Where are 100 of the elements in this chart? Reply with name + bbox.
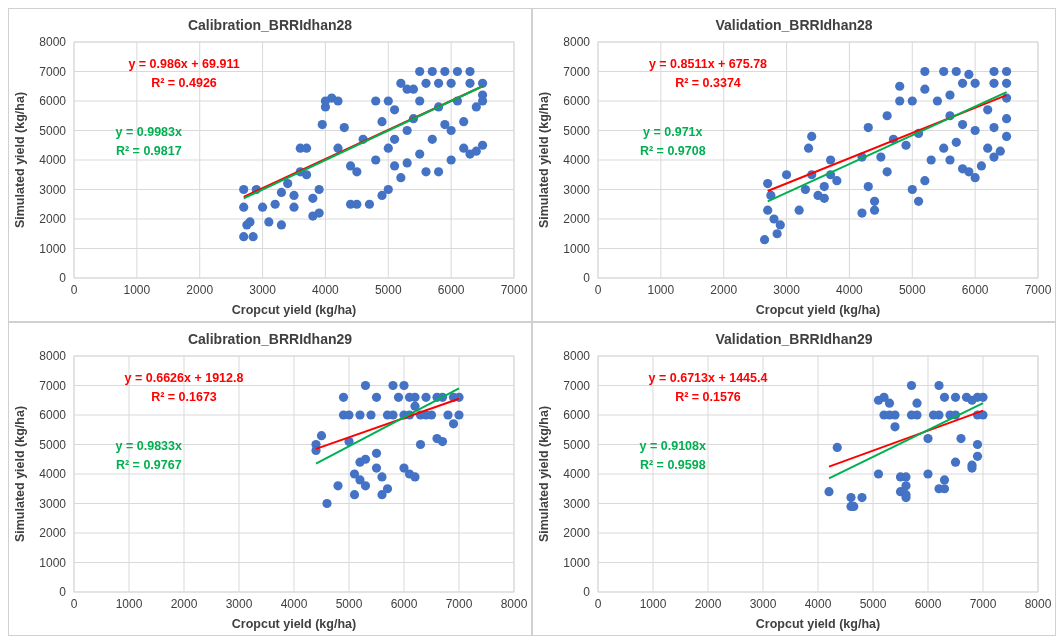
x-tick-label: 1000 (115, 597, 143, 611)
point (890, 422, 900, 432)
point (360, 481, 371, 491)
x-tick-label: 3000 (225, 597, 253, 611)
y-tick-label: 6000 (39, 94, 67, 108)
annotation: R² = 0.1576 (675, 389, 741, 404)
point (437, 436, 448, 447)
y-tick-label: 2000 (39, 212, 67, 226)
annotation: R² = 0.9767 (115, 458, 182, 473)
point (410, 401, 420, 411)
point (950, 457, 961, 467)
y-axis-title: Simulated yield (kg/ha) (537, 91, 551, 229)
x-tick-label: 8000 (1024, 597, 1052, 611)
x-tick-label: 7000 (1024, 283, 1052, 297)
x-tick-label: 3000 (749, 597, 777, 611)
point (399, 380, 409, 391)
x-tick-label: 4000 (836, 283, 864, 297)
y-tick-label: 2000 (563, 212, 591, 226)
point (857, 493, 867, 503)
annotation: R² = 0.4926 (151, 75, 217, 90)
y-tick-label: 1000 (563, 241, 591, 256)
point (322, 498, 332, 509)
annotation: y = 0.8511x + 675.78 (648, 56, 768, 71)
point (956, 434, 966, 444)
point (950, 392, 961, 402)
point (355, 475, 365, 485)
y-axis-title: Simulated yield (kg/ha) (537, 405, 551, 543)
point (377, 490, 387, 500)
x-tick-label: 5000 (374, 283, 402, 297)
point (371, 448, 382, 458)
point (360, 380, 371, 391)
annotation: R² = 0.3374 (675, 75, 741, 90)
y-tick-label: 8000 (39, 35, 67, 49)
point (879, 392, 889, 402)
x-tick-label: 3000 (249, 283, 277, 297)
x-tick-label: 7000 (969, 597, 997, 611)
x-tick-label: 6000 (961, 283, 989, 297)
x-tick-label: 4000 (280, 597, 308, 611)
y-tick-label: 7000 (563, 64, 591, 79)
y-tick-label: 3000 (563, 182, 591, 197)
point (355, 410, 365, 420)
point (382, 484, 393, 494)
x-axis-title: Cropcut yield (kg/ha) (755, 303, 881, 317)
x-tick-label: 6000 (390, 597, 418, 611)
point (421, 392, 431, 402)
point (349, 490, 360, 500)
point (360, 454, 371, 464)
annotation: R² = 0.9708 (639, 144, 706, 159)
annotation: y = 0.971x (643, 125, 703, 140)
y-tick-label: 1000 (39, 555, 67, 570)
x-tick-label: 3000 (773, 283, 801, 297)
point (399, 463, 409, 473)
point (846, 493, 856, 503)
chart-title: Validation_BRRIdhan28 (715, 17, 873, 33)
x-tick-label: 1000 (647, 283, 675, 297)
x-tick-label: 0 (70, 283, 78, 297)
x-tick-label: 7000 (445, 597, 473, 611)
x-axis-title: Cropcut yield (kg/ha) (231, 303, 357, 317)
point (972, 451, 983, 461)
annotation: y = 0.9983x (115, 125, 183, 140)
x-axis-title: Cropcut yield (kg/ha) (231, 617, 357, 631)
point (884, 398, 895, 408)
annotation: y = 0.6713x + 1445.4 (648, 370, 768, 385)
point (906, 380, 917, 391)
x-tick-label: 2000 (710, 283, 738, 297)
point (393, 392, 404, 402)
y-tick-label: 0 (59, 585, 67, 599)
x-tick-label: 4000 (312, 283, 340, 297)
x-tick-label: 2000 (170, 597, 198, 611)
point (410, 472, 420, 482)
point (333, 481, 343, 491)
y-tick-label: 7000 (563, 378, 591, 393)
y-tick-label: 8000 (39, 349, 67, 363)
x-tick-label: 6000 (914, 597, 942, 611)
annotation: y = 0.6626x + 1912.8 (124, 370, 244, 385)
x-tick-label: 0 (594, 597, 602, 611)
x-tick-label: 2000 (694, 597, 722, 611)
point (371, 392, 382, 402)
point (967, 395, 977, 405)
y-tick-label: 8000 (563, 35, 591, 49)
y-tick-label: 0 (583, 271, 591, 285)
annotation: R² = 0.9598 (639, 458, 706, 473)
point (443, 410, 453, 420)
x-axis-title: Cropcut yield (kg/ha) (755, 617, 881, 631)
y-tick-label: 0 (583, 585, 591, 599)
point (934, 380, 944, 391)
point (371, 463, 382, 473)
point (832, 442, 842, 453)
x-tick-label: 5000 (335, 597, 363, 611)
point (901, 481, 911, 491)
point (338, 392, 349, 402)
x-tick-label: 4000 (804, 597, 832, 611)
y-tick-label: 5000 (39, 437, 67, 452)
x-tick-label: 6000 (437, 283, 465, 297)
x-tick-label: 1000 (123, 283, 151, 297)
y-tick-label: 6000 (563, 408, 591, 422)
annotation: y = 0.986x + 69.911 (128, 56, 240, 71)
point (366, 410, 376, 420)
y-tick-label: 3000 (39, 182, 67, 197)
point (448, 419, 459, 429)
